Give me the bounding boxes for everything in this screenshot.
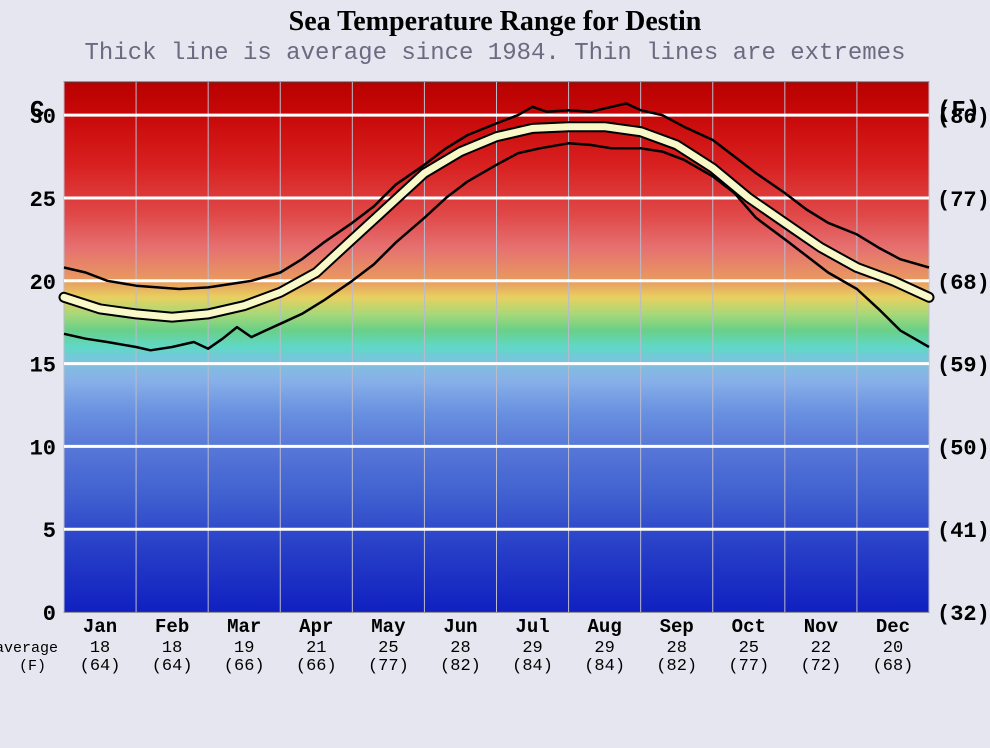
y-tick-left: 5 xyxy=(43,519,56,544)
y-tick-right: (68) xyxy=(937,271,990,296)
x-tick-month: Dec xyxy=(876,616,910,638)
footer-label-average: average xyxy=(0,640,58,657)
y-tick-right: (50) xyxy=(937,436,990,461)
x-tick-avg-f: (82) xyxy=(440,657,481,676)
chart-subtitle: Thick line is average since 1984. Thin l… xyxy=(0,40,990,67)
x-tick-avg-c: 18 xyxy=(162,639,182,658)
x-tick-avg-f: (84) xyxy=(512,657,553,676)
x-tick-avg-f: (66) xyxy=(224,657,265,676)
x-tick-month: Jan xyxy=(83,616,117,638)
x-tick-avg-f: (82) xyxy=(656,657,697,676)
x-tick-avg-c: 19 xyxy=(234,639,254,658)
sea-temp-chart: C302520151050(F)(86)(77)(68)(59)(50)(41)… xyxy=(0,72,990,712)
x-tick-avg-c: 28 xyxy=(667,639,687,658)
y-tick-left: 0 xyxy=(43,602,56,627)
x-tick-month: Sep xyxy=(660,616,694,638)
y-tick-left: 10 xyxy=(30,436,56,461)
x-tick-avg-f: (77) xyxy=(368,657,409,676)
x-tick-avg-f: (64) xyxy=(152,657,193,676)
x-tick-month: Oct xyxy=(732,616,766,638)
x-tick-avg-c: 25 xyxy=(739,639,759,658)
x-tick-avg-c: 28 xyxy=(450,639,470,658)
x-tick-avg-c: 20 xyxy=(883,639,903,658)
x-tick-month: Aug xyxy=(588,616,622,638)
x-tick-avg-f: (77) xyxy=(728,657,769,676)
y-tick-left: 20 xyxy=(30,271,56,296)
x-tick-month: Jun xyxy=(443,616,477,638)
x-tick-month: May xyxy=(371,616,406,638)
y-tick-right: (86) xyxy=(937,105,990,130)
y-tick-right: (59) xyxy=(937,354,990,379)
x-tick-avg-f: (72) xyxy=(800,657,841,676)
chart-title: Sea Temperature Range for Destin xyxy=(0,0,990,38)
y-tick-right: (77) xyxy=(937,188,990,213)
x-tick-avg-f: (84) xyxy=(584,657,625,676)
y-tick-left: 25 xyxy=(30,188,56,213)
x-tick-month: Jul xyxy=(515,616,549,638)
x-tick-month: Mar xyxy=(227,616,261,638)
x-tick-month: Feb xyxy=(155,616,189,638)
x-tick-avg-c: 29 xyxy=(522,639,542,658)
x-tick-avg-c: 25 xyxy=(378,639,398,658)
x-tick-avg-c: 21 xyxy=(306,639,326,658)
x-tick-month: Apr xyxy=(299,616,333,638)
x-tick-avg-f: (64) xyxy=(80,657,121,676)
x-tick-month: Nov xyxy=(804,616,839,638)
y-tick-left: 15 xyxy=(30,354,56,379)
page: Sea Temperature Range for Destin Thick l… xyxy=(0,0,990,748)
chart-area: C302520151050(F)(86)(77)(68)(59)(50)(41)… xyxy=(0,72,990,712)
y-tick-left: 30 xyxy=(30,105,56,130)
x-tick-avg-c: 22 xyxy=(811,639,831,658)
footer-label-f: (F) xyxy=(19,658,46,675)
x-tick-avg-c: 18 xyxy=(90,639,110,658)
y-tick-right: (41) xyxy=(937,519,990,544)
x-tick-avg-f: (66) xyxy=(296,657,337,676)
y-tick-right: (32) xyxy=(937,602,990,627)
x-tick-avg-f: (68) xyxy=(873,657,914,676)
x-tick-avg-c: 29 xyxy=(594,639,614,658)
